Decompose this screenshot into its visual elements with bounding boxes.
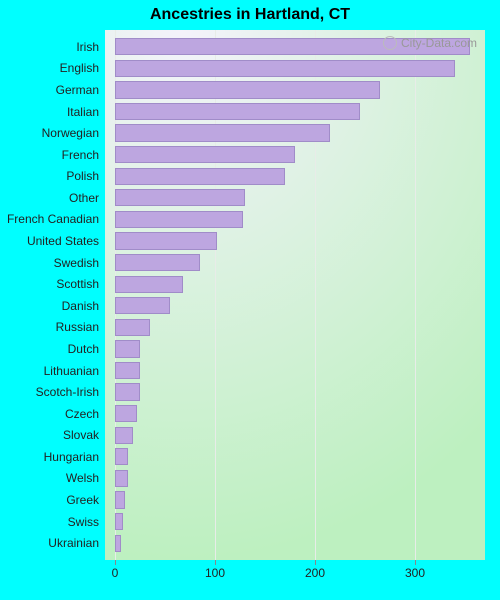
y-axis-labels: Irish English German Italian Norwegian French…: [0, 30, 99, 560]
bar-row: [105, 468, 485, 490]
y-axis-label: Other: [69, 191, 99, 205]
bar-row: [105, 317, 485, 339]
y-axis-label: Slovak: [63, 428, 99, 442]
bar-row: [105, 209, 485, 231]
y-axis-label: Polish: [66, 169, 99, 183]
bar-row: [105, 338, 485, 360]
y-axis-label: French Canadian: [7, 212, 99, 226]
y-axis-label: Lithuanian: [44, 364, 99, 378]
y-axis-label: Swedish: [54, 256, 99, 270]
y-axis-label: English: [60, 61, 99, 75]
y-axis-label: Greek: [66, 493, 99, 507]
bar: [115, 103, 360, 120]
bar: [115, 124, 330, 141]
y-axis-label: German: [56, 83, 99, 97]
bar: [115, 254, 200, 271]
bar: [115, 340, 140, 357]
bar-row: [105, 166, 485, 188]
x-axis-tick: [215, 560, 216, 565]
x-axis-tick: [115, 560, 116, 565]
bar: [115, 448, 128, 465]
bar-row: [105, 425, 485, 447]
y-axis-label: Italian: [67, 105, 99, 119]
bar-row: [105, 144, 485, 166]
bar: [115, 81, 380, 98]
bar-row: [105, 58, 485, 80]
x-axis-labels: 0 100 200 300: [105, 566, 485, 586]
bar-row: [105, 252, 485, 274]
y-axis-label: Scottish: [56, 277, 99, 291]
y-axis-label: Ukrainian: [48, 536, 99, 550]
bar-row: [105, 446, 485, 468]
bar-row: [105, 79, 485, 101]
bar: [115, 405, 137, 422]
x-axis-label: 100: [205, 566, 225, 580]
x-axis-tick: [315, 560, 316, 565]
page-root: Ancestries in Hartland, CT City-Data.com…: [0, 0, 500, 600]
y-axis-label: Russian: [56, 320, 99, 334]
bar-row: [105, 36, 485, 58]
bar-row: [105, 122, 485, 144]
bar: [115, 189, 245, 206]
bar-row: [105, 403, 485, 425]
bar-row: [105, 230, 485, 252]
x-axis-tick: [415, 560, 416, 565]
y-axis-label: Scotch-Irish: [36, 385, 99, 399]
y-axis-label: Czech: [65, 407, 99, 421]
bar-row: [105, 489, 485, 511]
y-axis-label: French: [62, 148, 99, 162]
chart-title: Ancestries in Hartland, CT: [0, 6, 500, 24]
y-axis-label: United States: [27, 234, 99, 248]
y-axis-label: Welsh: [66, 471, 99, 485]
bar: [115, 168, 285, 185]
bar: [115, 211, 243, 228]
y-axis-label: Swiss: [68, 515, 99, 529]
bar: [115, 535, 121, 552]
bar: [115, 146, 295, 163]
bar: [115, 38, 470, 55]
bar: [115, 319, 150, 336]
bar-row: [105, 511, 485, 533]
y-axis-label: Norwegian: [42, 126, 99, 140]
x-axis-label: 200: [305, 566, 325, 580]
y-axis-label: Hungarian: [44, 450, 99, 464]
bar: [115, 232, 217, 249]
bar: [115, 427, 133, 444]
bar-row: [105, 360, 485, 382]
bar-row: [105, 187, 485, 209]
x-axis-label: 0: [112, 566, 119, 580]
bar-row: [105, 532, 485, 554]
bar: [115, 470, 128, 487]
y-axis-label: Irish: [76, 40, 99, 54]
bar-row: [105, 295, 485, 317]
bar: [115, 297, 170, 314]
bar: [115, 491, 125, 508]
bar: [115, 276, 183, 293]
plot-area: City-Data.com: [105, 30, 485, 560]
y-axis-label: Dutch: [68, 342, 99, 356]
bar-row: [105, 273, 485, 295]
bar-row: [105, 381, 485, 403]
bar: [115, 383, 140, 400]
bar: [115, 362, 140, 379]
x-axis-label: 300: [405, 566, 425, 580]
bar: [115, 513, 123, 530]
bar: [115, 60, 455, 77]
y-axis-label: Danish: [62, 299, 99, 313]
bar-row: [105, 101, 485, 123]
